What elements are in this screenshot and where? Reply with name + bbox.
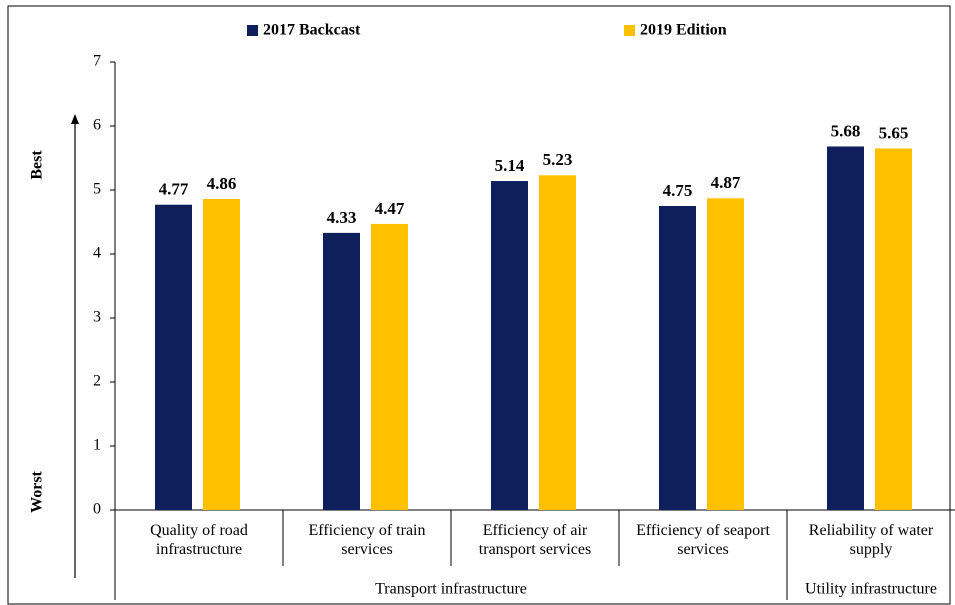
bar	[203, 198, 240, 510]
y-tick-label: 2	[93, 373, 101, 390]
value-label: 4.75	[663, 181, 693, 200]
y-tick-label: 7	[93, 53, 101, 70]
x-tick-label: Efficiency of air transport services	[478, 522, 592, 558]
y-tick-label: 5	[93, 181, 101, 198]
x-tick-label: Quality of road infrastructure	[150, 522, 248, 558]
worst-label: Worst	[29, 470, 46, 512]
group-label: Utility infrastructure	[805, 581, 937, 598]
bar	[323, 232, 360, 510]
value-label: 5.23	[543, 150, 573, 169]
value-label: 5.14	[495, 156, 525, 175]
x-tick-label: Reliability of water supply	[808, 522, 934, 558]
y-tick-label: 1	[93, 437, 101, 454]
axis-arrowhead	[71, 114, 79, 124]
value-label: 4.47	[375, 199, 405, 218]
y-tick-label: 4	[93, 245, 101, 262]
bar	[659, 206, 696, 510]
value-label: 4.86	[207, 174, 237, 193]
chart-border	[7, 5, 951, 605]
bar	[539, 175, 576, 510]
value-label: 4.87	[711, 173, 741, 192]
bar	[827, 146, 864, 511]
y-tick-label: 0	[93, 501, 101, 518]
x-tick-label: Efficiency of seaport services	[636, 522, 770, 558]
bar	[875, 148, 912, 510]
legend-swatch	[247, 25, 258, 36]
legend-label: 2019 Edition	[640, 22, 727, 39]
bar	[371, 223, 408, 511]
bar	[155, 204, 192, 510]
value-label: 5.65	[879, 123, 909, 142]
y-tick-label: 6	[93, 117, 101, 134]
value-label: 4.33	[327, 208, 357, 227]
value-label: 5.68	[831, 121, 861, 140]
category-label-box: Quality of road infrastructure	[150, 522, 248, 558]
bar	[491, 181, 528, 511]
y-tick-label: 3	[93, 309, 101, 326]
category-label-box: Efficiency of train services	[308, 522, 426, 558]
category-label-box: Efficiency of seaport services	[636, 522, 770, 558]
category-label-box: Efficiency of air transport services	[478, 522, 592, 558]
bar	[707, 198, 744, 510]
x-tick-label: Efficiency of train services	[308, 522, 426, 558]
legend-label: 2017 Backcast	[263, 22, 361, 39]
category-label-box: Reliability of water supply	[808, 522, 934, 558]
value-label: 4.77	[159, 180, 189, 199]
legend-swatch	[624, 25, 635, 36]
best-label: Best	[29, 150, 46, 180]
group-label: Transport infrastructure	[375, 581, 527, 598]
